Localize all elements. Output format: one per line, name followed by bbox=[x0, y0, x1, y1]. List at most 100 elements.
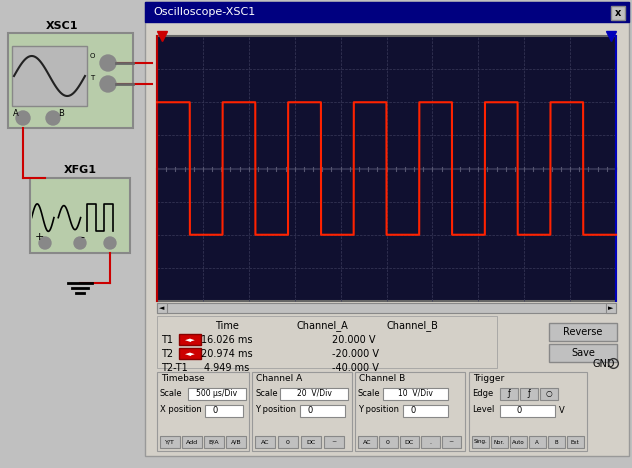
Text: Timebase: Timebase bbox=[161, 374, 205, 383]
Bar bbox=[472, 436, 489, 448]
Bar bbox=[421, 436, 440, 448]
Bar bbox=[567, 436, 584, 448]
Text: Nor.: Nor. bbox=[494, 439, 504, 445]
Text: Sing.: Sing. bbox=[473, 439, 487, 445]
Text: 20.000 V: 20.000 V bbox=[332, 335, 375, 345]
Bar bbox=[157, 303, 616, 313]
Bar bbox=[278, 436, 298, 448]
Text: ◄: ◄ bbox=[159, 305, 165, 311]
Text: x: x bbox=[615, 8, 621, 18]
Bar bbox=[324, 436, 344, 448]
Text: Oscilloscope-XSC1: Oscilloscope-XSC1 bbox=[153, 7, 255, 17]
Text: 0: 0 bbox=[386, 439, 390, 445]
Bar bbox=[157, 316, 497, 368]
Circle shape bbox=[104, 237, 116, 249]
Text: DC: DC bbox=[307, 439, 315, 445]
Text: Scale: Scale bbox=[255, 389, 277, 398]
Text: T: T bbox=[90, 75, 94, 81]
Text: 4.949 ms: 4.949 ms bbox=[204, 363, 250, 373]
Text: Add: Add bbox=[186, 439, 198, 445]
Bar bbox=[255, 436, 275, 448]
Bar bbox=[549, 323, 617, 341]
Bar bbox=[469, 372, 587, 451]
Text: Y position: Y position bbox=[255, 405, 296, 414]
Bar bbox=[157, 372, 249, 451]
Text: 0: 0 bbox=[516, 406, 521, 415]
Text: Save: Save bbox=[571, 348, 595, 358]
Bar bbox=[383, 388, 448, 400]
Text: T2: T2 bbox=[161, 349, 173, 359]
Text: Channel_B: Channel_B bbox=[386, 321, 438, 331]
Bar bbox=[549, 344, 617, 362]
Text: AC: AC bbox=[261, 439, 269, 445]
Text: B: B bbox=[554, 439, 558, 445]
Text: ○: ○ bbox=[545, 389, 552, 398]
Text: 500 µs/Div: 500 µs/Div bbox=[197, 389, 238, 398]
Bar bbox=[611, 6, 625, 20]
Text: XFG1: XFG1 bbox=[63, 165, 97, 175]
Text: XSC1: XSC1 bbox=[46, 21, 78, 31]
Bar bbox=[145, 2, 629, 22]
Text: 16.026 ms: 16.026 ms bbox=[201, 335, 253, 345]
Text: ~: ~ bbox=[331, 439, 337, 445]
Bar bbox=[204, 436, 224, 448]
Text: .: . bbox=[429, 439, 431, 445]
Bar bbox=[12, 46, 87, 106]
Text: Scale: Scale bbox=[160, 389, 183, 398]
Bar bbox=[252, 372, 352, 451]
Text: DC: DC bbox=[404, 439, 413, 445]
Text: 20.974 ms: 20.974 ms bbox=[201, 349, 253, 359]
Text: B: B bbox=[58, 110, 64, 118]
Bar bbox=[182, 436, 202, 448]
Text: 10  V/Div: 10 V/Div bbox=[398, 389, 432, 398]
Bar bbox=[400, 436, 419, 448]
Text: +: + bbox=[35, 232, 44, 242]
Bar bbox=[280, 388, 348, 400]
Text: A: A bbox=[535, 439, 539, 445]
Text: -20.000 V: -20.000 V bbox=[332, 349, 379, 359]
Bar bbox=[491, 436, 508, 448]
Bar bbox=[358, 436, 377, 448]
Bar bbox=[179, 348, 201, 359]
Text: Ext: Ext bbox=[571, 439, 580, 445]
Text: Level: Level bbox=[472, 405, 494, 414]
Bar bbox=[205, 404, 243, 417]
Text: A: A bbox=[13, 110, 19, 118]
Bar bbox=[160, 436, 180, 448]
Text: Channel_A: Channel_A bbox=[296, 321, 348, 331]
Bar bbox=[157, 36, 616, 301]
Bar bbox=[606, 303, 616, 313]
Bar bbox=[520, 388, 538, 400]
Text: B/A: B/A bbox=[209, 439, 219, 445]
Text: Edge: Edge bbox=[472, 389, 493, 398]
Text: -: - bbox=[80, 232, 84, 242]
Bar bbox=[157, 303, 167, 313]
Text: O: O bbox=[90, 53, 95, 59]
Text: 0: 0 bbox=[410, 406, 416, 415]
Text: AC: AC bbox=[363, 439, 371, 445]
Bar bbox=[355, 372, 465, 451]
Text: Scale: Scale bbox=[358, 389, 380, 398]
Bar bbox=[442, 436, 461, 448]
Bar bbox=[500, 404, 555, 417]
Text: Auto: Auto bbox=[512, 439, 525, 445]
Text: Time: Time bbox=[215, 321, 239, 331]
Bar bbox=[510, 436, 527, 448]
Text: Y/T: Y/T bbox=[165, 439, 175, 445]
Bar bbox=[30, 178, 130, 253]
Text: 20  V/Div: 20 V/Div bbox=[296, 389, 331, 398]
Text: Trigger: Trigger bbox=[473, 374, 504, 383]
Bar bbox=[179, 334, 201, 345]
Text: 0: 0 bbox=[286, 439, 290, 445]
Bar bbox=[145, 2, 629, 456]
Bar bbox=[548, 436, 565, 448]
Text: Reverse: Reverse bbox=[563, 327, 603, 337]
Bar bbox=[226, 436, 246, 448]
Text: 0: 0 bbox=[307, 406, 313, 415]
Bar bbox=[403, 404, 448, 417]
Bar bbox=[540, 388, 558, 400]
Bar bbox=[500, 388, 518, 400]
Text: ◄►: ◄► bbox=[185, 351, 195, 357]
Circle shape bbox=[46, 111, 60, 125]
Text: ƒ: ƒ bbox=[528, 389, 530, 398]
